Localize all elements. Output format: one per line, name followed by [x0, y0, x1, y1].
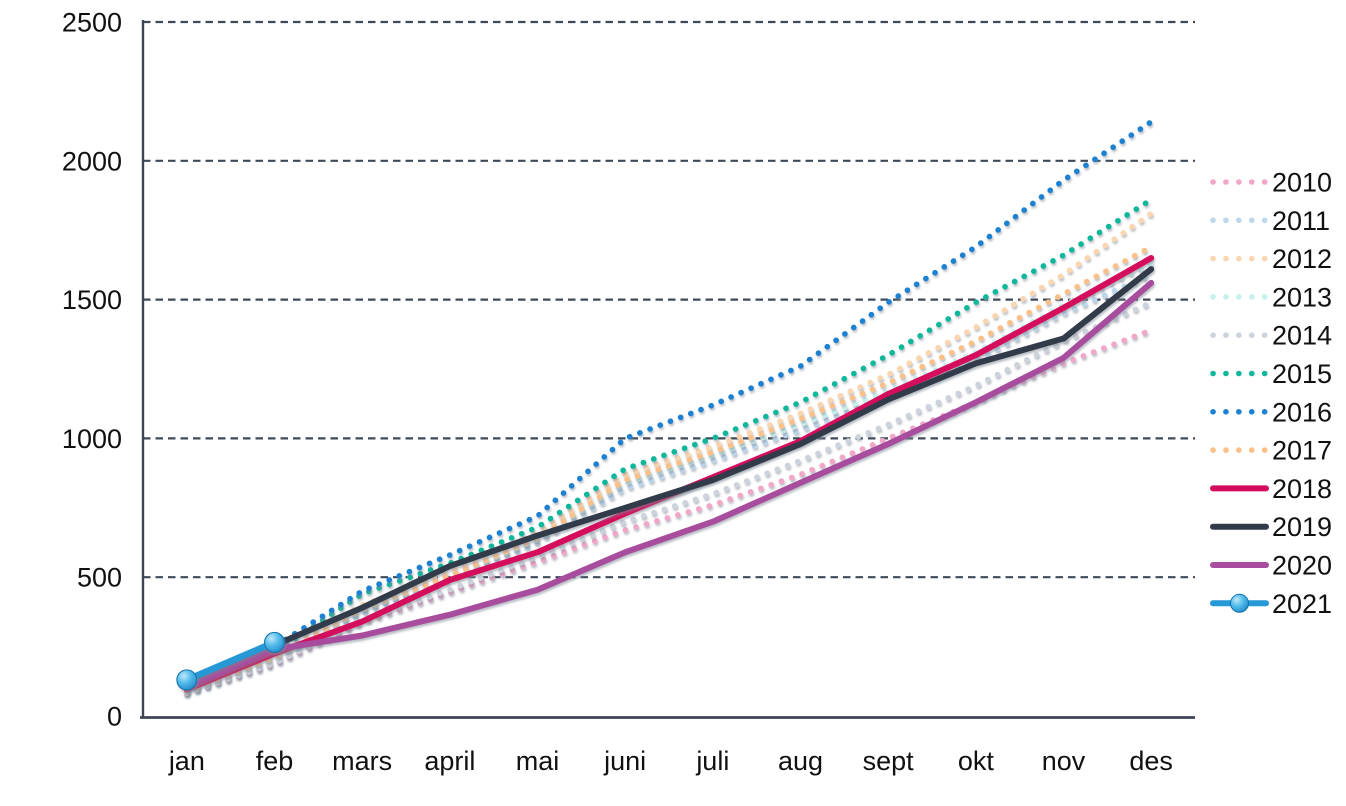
legend-item-2010: 2010 — [1210, 168, 1332, 198]
legend-marker-2021 — [1230, 593, 1249, 613]
series-line-2012 — [184, 210, 1154, 693]
legend-label-2012: 2012 — [1272, 244, 1332, 274]
x-tick-label-jan: jan — [168, 746, 205, 776]
x-tick-label-aug: aug — [778, 746, 823, 776]
x-tick-label-nov: nov — [1042, 746, 1086, 776]
legend-item-2018: 2018 — [1210, 474, 1332, 504]
legend-label-2014: 2014 — [1272, 321, 1332, 351]
series-marker-2021-feb — [264, 631, 285, 653]
legend-item-2016: 2016 — [1210, 397, 1332, 427]
legend-item-2012: 2012 — [1210, 244, 1332, 274]
x-tick-label-april: april — [424, 746, 475, 776]
legend-label-2013: 2013 — [1272, 282, 1332, 312]
y-tick-label-0: 0 — [107, 702, 122, 732]
x-tick-label-okt: okt — [958, 746, 995, 776]
x-tick-label-mai: mai — [516, 746, 560, 776]
legend-item-2021: 2021 — [1210, 589, 1332, 619]
x-tick-label-feb: feb — [256, 746, 294, 776]
legend-label-2015: 2015 — [1272, 359, 1332, 389]
series-line-2017 — [184, 244, 1154, 694]
x-tick-label-mars: mars — [332, 746, 392, 776]
legend-label-2019: 2019 — [1272, 512, 1332, 542]
legend-item-2015: 2015 — [1210, 359, 1332, 389]
legend-item-2020: 2020 — [1210, 551, 1332, 581]
legend-item-2017: 2017 — [1210, 436, 1332, 466]
legend-item-2011: 2011 — [1210, 206, 1330, 236]
x-tick-label-juli: juli — [695, 746, 729, 776]
x-tick-label-des: des — [1129, 746, 1173, 776]
series-line-2020 — [183, 279, 1155, 690]
series-line-2016 — [184, 119, 1154, 689]
legend-label-2020: 2020 — [1272, 551, 1332, 581]
y-tick-label-1000: 1000 — [62, 424, 122, 454]
legend-item-2019: 2019 — [1210, 512, 1332, 542]
series-line-2018 — [183, 255, 1155, 693]
legend-item-2014: 2014 — [1210, 321, 1332, 351]
legend-label-2017: 2017 — [1272, 436, 1332, 466]
legend-label-2010: 2010 — [1272, 168, 1332, 198]
y-tick-label-2000: 2000 — [62, 146, 122, 176]
legend-item-2013: 2013 — [1210, 282, 1332, 312]
series-marker-2021-jan — [176, 669, 198, 691]
x-tick-label-sept: sept — [863, 746, 915, 776]
legend-label-2021: 2021 — [1272, 589, 1332, 619]
series-line-2013 — [184, 260, 1154, 694]
series-line-2019 — [183, 266, 1155, 688]
x-tick-label-juni: juni — [603, 746, 646, 776]
y-tick-label-1500: 1500 — [62, 285, 122, 315]
legend-label-2018: 2018 — [1272, 474, 1332, 504]
legend-label-2011: 2011 — [1272, 206, 1330, 236]
y-tick-label-500: 500 — [77, 563, 122, 593]
y-tick-label-2500: 2500 — [62, 8, 122, 38]
series-line-2021 — [183, 639, 278, 684]
legend-label-2016: 2016 — [1272, 397, 1332, 427]
series-line-2015 — [184, 196, 1154, 692]
